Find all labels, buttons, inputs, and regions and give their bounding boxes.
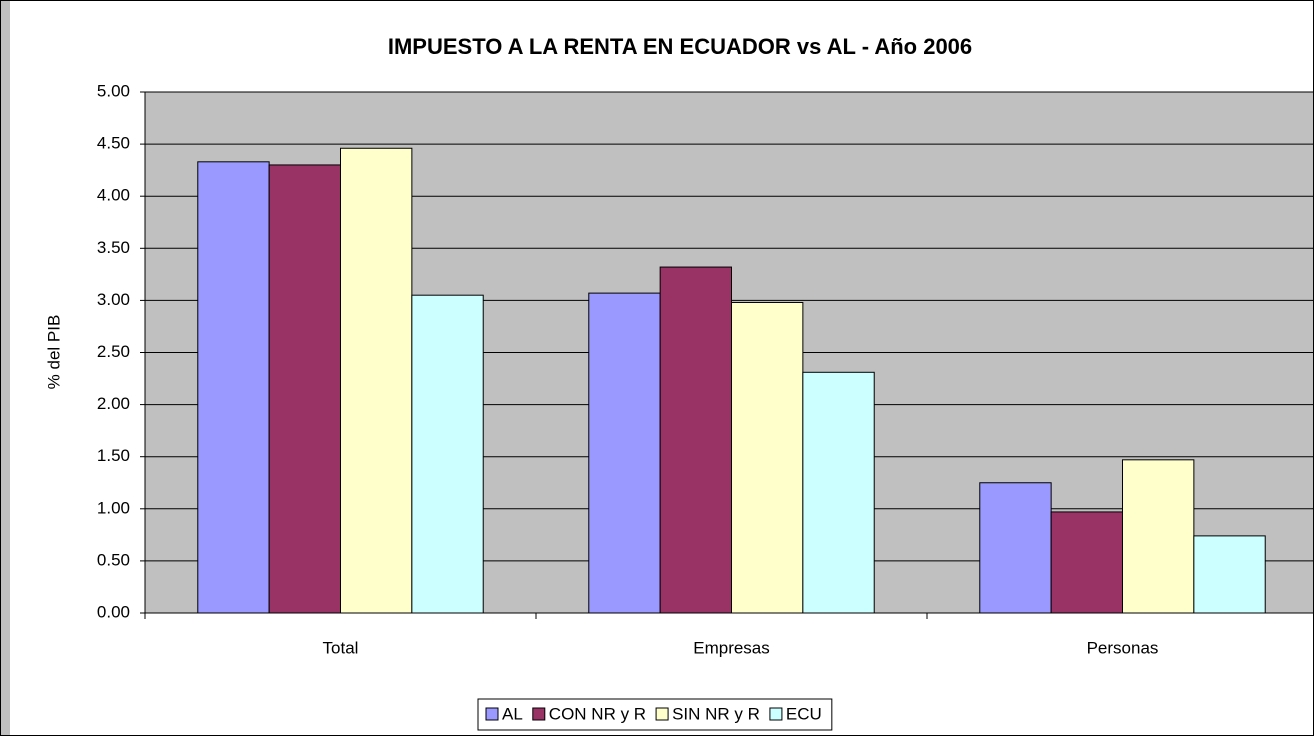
left-strip (1, 1, 10, 735)
bar (979, 482, 1052, 614)
y-tick-label: 2.50 (97, 342, 130, 361)
legend-swatch (769, 707, 783, 721)
bar (1193, 535, 1266, 614)
legend: AL CON NR y R SIN NR y R ECU (477, 698, 833, 731)
bar (1122, 459, 1195, 614)
chart-title: IMPUESTO A LA RENTA EN ECUADOR vs AL - A… (388, 34, 972, 59)
y-tick-label: 5.00 (97, 81, 130, 100)
bar (411, 294, 484, 614)
legend-swatch (655, 707, 669, 721)
y-tick-label: 1.00 (97, 498, 130, 517)
y-tick-label: 0.00 (97, 602, 130, 621)
y-tick-label: 4.00 (97, 186, 130, 205)
bar (731, 301, 804, 614)
bar (802, 371, 875, 614)
legend-label: SIN NR y R (672, 704, 760, 723)
y-tick-label: 0.50 (97, 550, 130, 569)
x-tick-label: Personas (1087, 638, 1159, 657)
y-axis-label: % del PIB (44, 315, 63, 390)
bar (588, 292, 661, 614)
y-tick-label: 4.50 (97, 134, 130, 153)
y-tick-label: 3.00 (97, 290, 130, 309)
x-tick-label: Empresas (693, 638, 770, 657)
y-tick-label: 1.50 (97, 446, 130, 465)
legend-swatch (485, 707, 499, 721)
y-tick-label: 3.50 (97, 238, 130, 257)
legend-label: ECU (786, 704, 822, 723)
bar (340, 147, 413, 614)
bar (1050, 511, 1123, 614)
bar (197, 161, 270, 614)
y-tick-label: 2.00 (97, 394, 130, 413)
legend-swatch (532, 707, 546, 721)
legend-label: CON NR y R (549, 704, 646, 723)
x-tick-label: Total (323, 638, 359, 657)
legend-label: AL (502, 704, 523, 723)
bar (659, 266, 733, 614)
bar (268, 164, 341, 614)
